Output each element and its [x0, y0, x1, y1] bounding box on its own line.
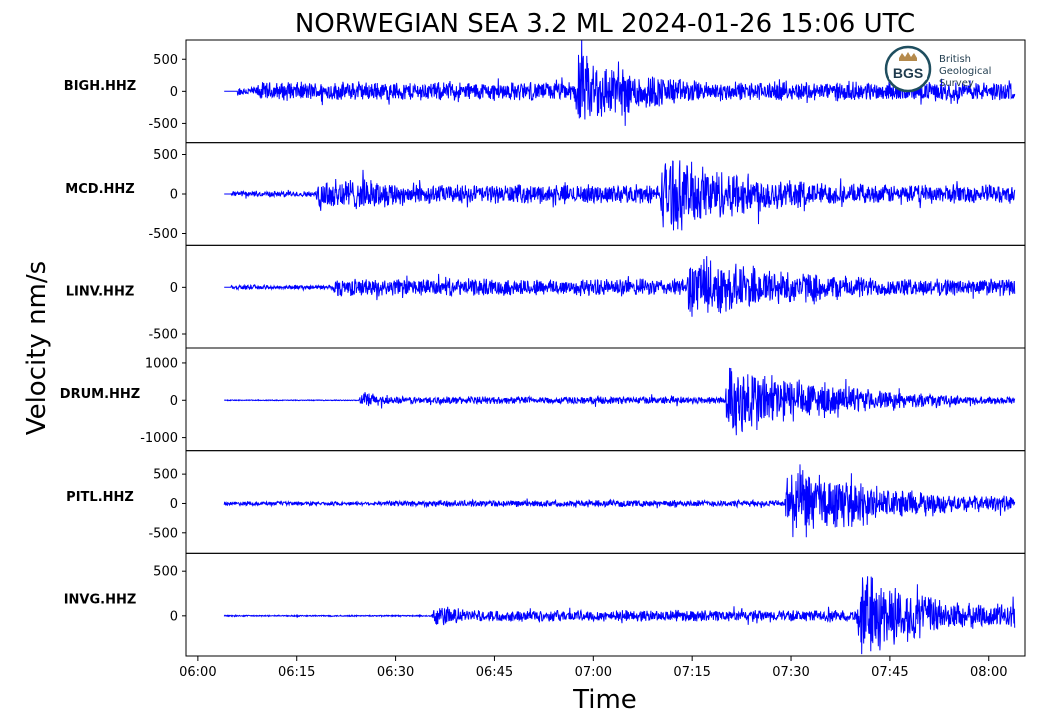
y-tick-label: 0 — [170, 609, 178, 624]
x-tick-label: 06:00 — [179, 665, 216, 680]
y-tick-label: 500 — [153, 53, 178, 68]
station-label: DRUM.HHZ — [60, 387, 140, 402]
panel-frame — [185, 552, 1026, 657]
y-tick-label: -500 — [148, 227, 178, 242]
y-tick-label: 0 — [170, 394, 178, 409]
x-tick-label: 08:00 — [970, 665, 1007, 680]
chart-title: NORWEGIAN SEA 3.2 ML 2024-01-26 15:06 UT… — [295, 9, 915, 39]
x-tick-label: 07:45 — [871, 665, 908, 680]
waveform-line — [223, 464, 1016, 538]
y-tick-label: -500 — [148, 328, 178, 343]
y-tick-label: 1000 — [145, 356, 178, 371]
logo-line-3: Survey — [939, 78, 974, 89]
station-label: LINV.HHZ — [66, 285, 135, 300]
y-tick-label: 0 — [170, 497, 178, 512]
x-tick-label: 06:45 — [476, 665, 513, 680]
waveform-line — [224, 160, 1016, 231]
logo-line-1: British — [939, 54, 971, 65]
x-tick-label: 07:15 — [673, 665, 710, 680]
station-label: PITL.HHZ — [66, 490, 134, 505]
y-tick-label: 500 — [153, 148, 178, 163]
x-tick-label: 07:00 — [575, 665, 612, 680]
waveform-line — [224, 256, 1016, 317]
panel-frame — [185, 244, 1026, 349]
logo-abbreviation: BGS — [893, 65, 923, 81]
trace-panel: 500 0 -500 PITL.HHZ — [66, 450, 1026, 554]
station-label: MCD.HHZ — [65, 182, 134, 197]
x-tick-label: 06:30 — [377, 665, 414, 680]
y-tick-label: -500 — [148, 526, 178, 541]
waveform-line — [223, 576, 1016, 655]
x-tick-label: 06:15 — [278, 665, 315, 680]
x-tick-label: 07:30 — [772, 665, 809, 680]
trace-panel: 0 -500 LINV.HHZ — [66, 244, 1026, 349]
y-tick-label: -1000 — [140, 431, 178, 446]
trace-panel: 500 0 -500 MCD.HHZ — [65, 142, 1026, 246]
x-axis: 06:00 06:15 06:30 06:45 07:00 07:15 07:30 07:45… — [179, 656, 1007, 680]
trace-panels: 500 0 -500 BIGH.HHZ 500 0 -500 MCD.HHZ 0 -500 LINV… — [60, 39, 1026, 657]
y-tick-label: 500 — [153, 565, 178, 580]
crown-icon — [899, 52, 917, 61]
x-axis-label: Time — [572, 685, 637, 715]
trace-panel: 500 0 -500 BIGH.HHZ — [64, 39, 1026, 144]
y-tick-label: 500 — [153, 468, 178, 483]
y-tick-label: 0 — [170, 85, 178, 100]
waveform-line — [223, 367, 1016, 436]
trace-panel: 500 0 INVG.HHZ — [64, 552, 1026, 657]
waveform-line — [224, 40, 1016, 126]
logo-line-2: Geological — [939, 66, 991, 77]
y-tick-label: 0 — [170, 281, 178, 296]
station-label: BIGH.HHZ — [64, 79, 136, 94]
trace-panel: 1000 0 -1000 DRUM.HHZ — [60, 347, 1026, 452]
station-label: INVG.HHZ — [64, 593, 137, 608]
bgs-logo: BGS British Geological Survey — [884, 45, 991, 93]
y-tick-label: -500 — [148, 117, 178, 132]
y-tick-label: 0 — [170, 188, 178, 203]
y-axis-label: Velocity nm/s — [22, 261, 52, 435]
